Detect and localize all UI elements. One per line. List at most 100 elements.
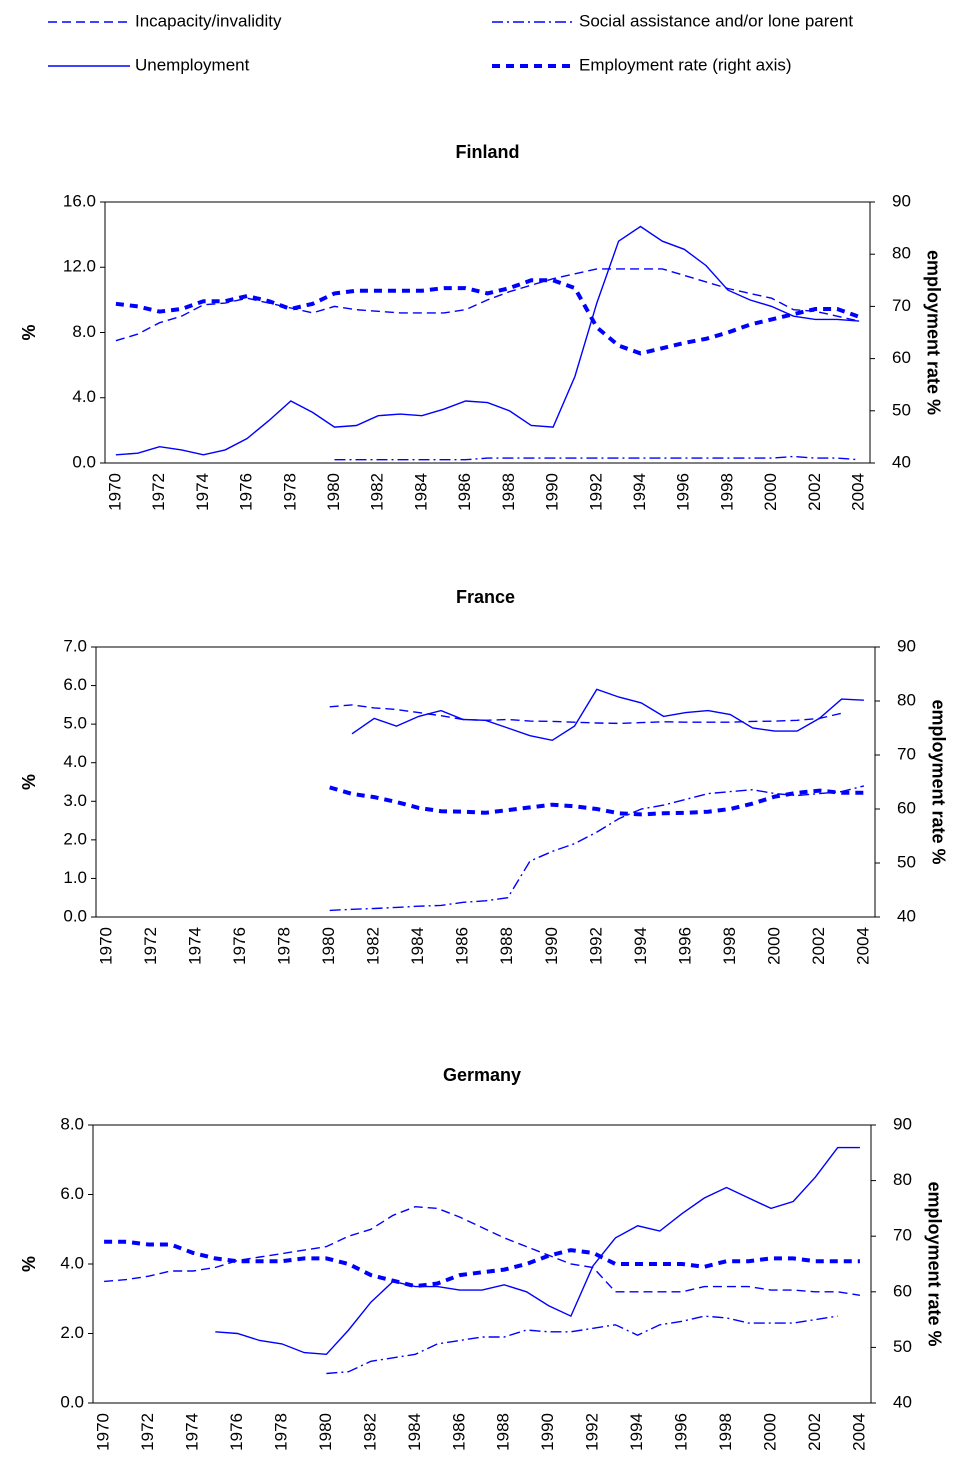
x-tick-label: 2004 <box>849 473 868 511</box>
x-tick-label: 1988 <box>494 1413 513 1451</box>
y2-tick-label: 60 <box>893 1281 912 1300</box>
x-tick-label: 1986 <box>453 927 472 965</box>
x-tick-label: 2000 <box>760 1413 779 1451</box>
y-tick-label: 3.0 <box>63 791 87 810</box>
series-line <box>115 278 860 356</box>
x-tick-label: 1974 <box>186 927 205 965</box>
x-tick-label: 1980 <box>316 1413 335 1451</box>
y-tick-label: 2.0 <box>60 1323 84 1342</box>
y2-tick-label: 60 <box>897 798 916 817</box>
x-tick-label: 1992 <box>586 927 605 965</box>
x-tick-label: 1970 <box>94 1413 113 1451</box>
y-tick-label: 4.0 <box>63 752 87 771</box>
series-line <box>104 1239 860 1289</box>
x-tick-label: 1986 <box>449 1413 468 1451</box>
y2-tick-label: 40 <box>897 906 916 925</box>
y2-tick-label: 90 <box>892 191 911 210</box>
x-tick-label: 1982 <box>364 927 383 965</box>
x-tick-label: 1972 <box>149 473 168 511</box>
x-tick-label: 1976 <box>237 473 256 511</box>
series-line <box>329 704 842 725</box>
y-axis-label: % <box>19 1256 39 1272</box>
x-tick-label: 1978 <box>280 473 299 511</box>
x-tick-label: 2002 <box>809 927 828 965</box>
y-axis-label: % <box>19 774 39 790</box>
y2-tick-label: 90 <box>897 636 916 655</box>
y2-tick-label: 70 <box>892 296 911 315</box>
x-tick-label: 1980 <box>324 473 343 511</box>
y2-tick-label: 80 <box>893 1170 912 1189</box>
legend-label: Incapacity/invalidity <box>135 11 282 30</box>
x-tick-label: 1996 <box>674 473 693 511</box>
y2-tick-label: 60 <box>892 348 911 367</box>
x-tick-label: 2000 <box>764 927 783 965</box>
y-tick-label: 4.0 <box>60 1253 84 1272</box>
legend-label: Social assistance and/or lone parent <box>579 11 853 30</box>
x-tick-label: 1988 <box>497 927 516 965</box>
x-tick-label: 1990 <box>538 1413 557 1451</box>
x-tick-label: 1978 <box>275 927 294 965</box>
chart-title: Finland <box>456 142 520 162</box>
x-tick-label: 2002 <box>805 473 824 511</box>
plot-frame <box>92 1124 872 1404</box>
chart-title: Germany <box>443 1065 521 1085</box>
x-tick-label: 1976 <box>230 927 249 965</box>
x-tick-label: 1986 <box>455 473 474 511</box>
series-line <box>115 268 860 342</box>
x-tick-label: 1984 <box>408 927 427 965</box>
y2-axis-label: employment rate % <box>923 250 943 415</box>
x-tick-label: 1992 <box>586 473 605 511</box>
y2-tick-label: 70 <box>897 744 916 763</box>
x-tick-label: 1998 <box>716 1413 735 1451</box>
series-line <box>329 785 864 817</box>
x-tick-label: 1980 <box>319 927 338 965</box>
series-line <box>329 785 865 912</box>
y-tick-label: 7.0 <box>63 636 87 655</box>
legend-label: Unemployment <box>135 55 250 74</box>
y-tick-label: 16.0 <box>63 191 96 210</box>
x-tick-label: 1972 <box>141 927 160 965</box>
plot-frame <box>104 201 871 464</box>
y2-tick-label: 80 <box>892 244 911 263</box>
series-line <box>326 1315 838 1375</box>
y2-tick-label: 40 <box>892 452 911 471</box>
y-tick-label: 8.0 <box>60 1114 84 1133</box>
plot-frame <box>95 646 876 918</box>
x-tick-label: 1996 <box>672 1413 691 1451</box>
x-tick-label: 2002 <box>805 1413 824 1451</box>
x-tick-label: 1982 <box>368 473 387 511</box>
y-tick-label: 6.0 <box>60 1184 84 1203</box>
x-tick-label: 1978 <box>271 1413 290 1451</box>
x-tick-label: 2004 <box>853 927 872 965</box>
series-line <box>334 455 860 461</box>
x-tick-label: 2000 <box>761 473 780 511</box>
series-line <box>351 688 864 742</box>
x-tick-label: 1998 <box>717 473 736 511</box>
y2-axis-label: employment rate % <box>924 1181 944 1346</box>
series-line <box>104 1205 861 1296</box>
y-tick-label: 0.0 <box>63 906 87 925</box>
y2-axis-label: employment rate % <box>928 699 948 864</box>
x-tick-label: 2004 <box>849 1413 868 1451</box>
y-tick-label: 8.0 <box>72 322 96 341</box>
x-tick-label: 1990 <box>542 927 561 965</box>
y2-tick-label: 90 <box>893 1114 912 1133</box>
x-tick-label: 1998 <box>720 927 739 965</box>
x-tick-label: 1974 <box>183 1413 202 1451</box>
x-tick-label: 1974 <box>193 473 212 511</box>
x-tick-label: 1992 <box>583 1413 602 1451</box>
y-tick-label: 5.0 <box>63 714 87 733</box>
y2-tick-label: 50 <box>893 1337 912 1356</box>
x-tick-label: 1990 <box>543 473 562 511</box>
x-tick-label: 1982 <box>360 1413 379 1451</box>
y-tick-label: 2.0 <box>63 829 87 848</box>
x-tick-label: 1976 <box>227 1413 246 1451</box>
y2-tick-label: 50 <box>897 852 916 871</box>
legend-label: Employment rate (right axis) <box>579 55 792 74</box>
x-tick-label: 1970 <box>97 927 116 965</box>
y2-tick-label: 70 <box>893 1226 912 1245</box>
y-tick-label: 6.0 <box>63 675 87 694</box>
x-tick-label: 1970 <box>105 473 124 511</box>
series-line <box>215 1146 860 1356</box>
